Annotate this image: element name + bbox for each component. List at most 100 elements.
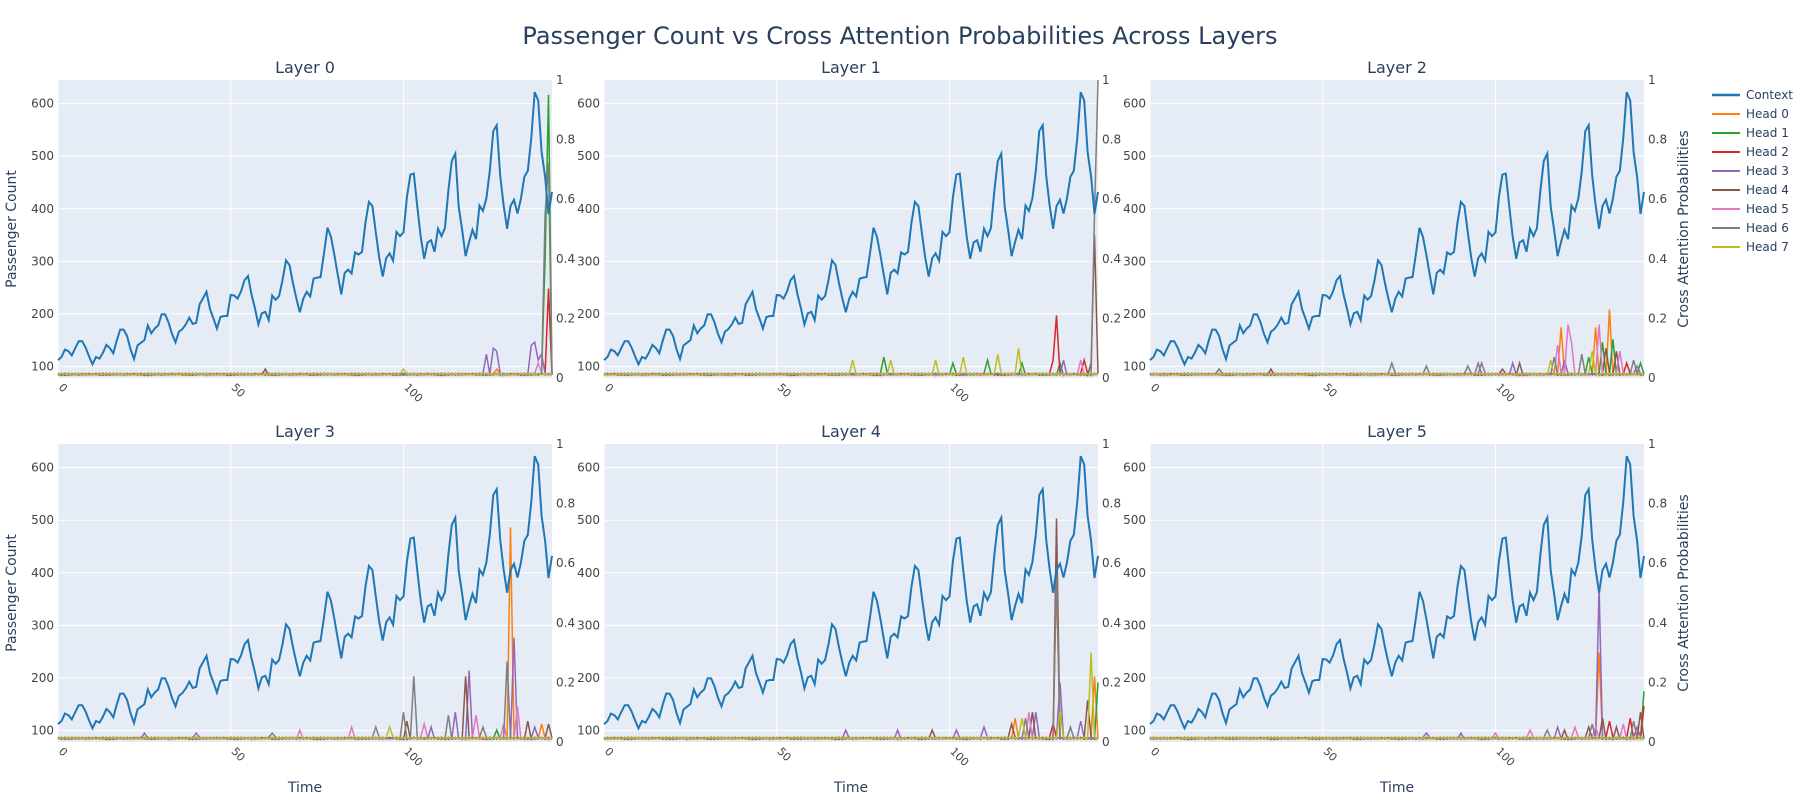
legend-label: Head 4 bbox=[1746, 183, 1789, 197]
y-left-tick-label: 300 bbox=[1123, 254, 1146, 268]
y-left-tick-label: 300 bbox=[1123, 618, 1146, 632]
legend-item[interactable]: Head 1 bbox=[1712, 126, 1789, 140]
chart-title: Passenger Count vs Cross Attention Proba… bbox=[522, 22, 1277, 50]
subplot-0: Layer 010020030040050060000.20.40.60.810… bbox=[4, 58, 575, 405]
y-right-axis-title: Cross Attention Probabilities bbox=[1676, 130, 1692, 327]
series-line-context bbox=[1149, 91, 1645, 367]
x-tick-label: 0 bbox=[602, 745, 616, 759]
y-right-tick-label: 0.8 bbox=[1648, 133, 1667, 147]
x-tick-label: 100 bbox=[1493, 745, 1517, 769]
y-right-tick-label: 0.8 bbox=[1102, 497, 1121, 511]
y-left-tick-label: 500 bbox=[1123, 513, 1146, 527]
y-right-tick-label: 0 bbox=[1648, 371, 1656, 385]
x-tick-label: 0 bbox=[56, 745, 70, 759]
y-left-tick-label: 600 bbox=[577, 461, 600, 475]
y-right-tick-label: 0 bbox=[1102, 735, 1110, 749]
series-line-context bbox=[603, 91, 1099, 367]
legend-item[interactable]: Head 6 bbox=[1712, 221, 1789, 235]
legend-item[interactable]: Head 7 bbox=[1712, 240, 1789, 254]
series-line-head-7 bbox=[603, 652, 1099, 741]
series-line-context bbox=[603, 455, 1099, 731]
x-tick-label: 100 bbox=[947, 745, 971, 769]
y-right-tick-label: 0 bbox=[1648, 735, 1656, 749]
x-tick-label: 100 bbox=[947, 381, 971, 405]
y-right-tick-label: 1 bbox=[556, 73, 564, 87]
x-axis-title: Time bbox=[1379, 780, 1414, 796]
y-right-tick-label: 0.4 bbox=[556, 252, 575, 266]
y-left-tick-label: 300 bbox=[577, 254, 600, 268]
series-line-head-7 bbox=[603, 348, 1099, 377]
x-tick-label: 0 bbox=[56, 381, 70, 395]
y-left-tick-label: 100 bbox=[1123, 723, 1146, 737]
y-left-tick-label: 400 bbox=[31, 566, 54, 580]
y-left-tick-label: 100 bbox=[31, 359, 54, 373]
legend-label: Head 2 bbox=[1746, 145, 1789, 159]
y-right-tick-label: 0 bbox=[556, 371, 564, 385]
legend-label: Head 5 bbox=[1746, 202, 1789, 216]
y-right-tick-label: 0 bbox=[556, 735, 564, 749]
y-right-tick-label: 1 bbox=[556, 437, 564, 451]
y-left-tick-label: 600 bbox=[577, 97, 600, 111]
legend-label: Context bbox=[1746, 88, 1793, 102]
legend-item[interactable]: Head 4 bbox=[1712, 183, 1789, 197]
y-left-tick-label: 600 bbox=[1123, 461, 1146, 475]
y-right-tick-label: 0.4 bbox=[1648, 252, 1667, 266]
y-right-tick-label: 0.6 bbox=[1102, 192, 1121, 206]
y-right-tick-label: 1 bbox=[1648, 73, 1656, 87]
y-left-tick-label: 100 bbox=[1123, 359, 1146, 373]
legend-label: Head 7 bbox=[1746, 240, 1789, 254]
y-left-axis-title: Passenger Count bbox=[4, 534, 20, 652]
x-tick-label: 100 bbox=[401, 745, 425, 769]
y-left-tick-label: 100 bbox=[31, 723, 54, 737]
x-tick-label: 50 bbox=[229, 381, 248, 400]
subplot-title: Layer 2 bbox=[1367, 58, 1427, 77]
y-left-tick-label: 200 bbox=[1123, 307, 1146, 321]
y-right-tick-label: 1 bbox=[1102, 437, 1110, 451]
subplot-2: Layer 210020030040050060000.20.40.60.810… bbox=[1123, 58, 1692, 405]
legend[interactable]: Context Head 0 Head 1 Head 2 Head 3 Head 4 Hea… bbox=[1712, 88, 1793, 254]
legend-item[interactable]: Head 3 bbox=[1712, 164, 1789, 178]
y-right-tick-label: 0.2 bbox=[1102, 675, 1121, 689]
y-right-tick-label: 0.2 bbox=[1648, 311, 1667, 325]
y-right-tick-label: 0.4 bbox=[556, 616, 575, 630]
x-axis-title: Time bbox=[833, 780, 868, 796]
legend-item[interactable]: Head 0 bbox=[1712, 107, 1789, 121]
series-line-head-7 bbox=[1149, 736, 1645, 741]
y-left-tick-label: 200 bbox=[577, 671, 600, 685]
y-right-tick-label: 0.6 bbox=[556, 192, 575, 206]
y-left-tick-label: 500 bbox=[577, 513, 600, 527]
legend-item[interactable]: Context bbox=[1712, 88, 1793, 102]
y-right-tick-label: 1 bbox=[1102, 73, 1110, 87]
y-left-tick-label: 400 bbox=[577, 202, 600, 216]
subplot-title: Layer 4 bbox=[821, 422, 881, 441]
x-tick-label: 50 bbox=[775, 381, 794, 400]
y-left-tick-label: 100 bbox=[577, 359, 600, 373]
subplot-1: Layer 110020030040050060000.20.40.60.810… bbox=[577, 58, 1121, 405]
subplot-4: Layer 410020030040050060000.20.40.60.810… bbox=[577, 422, 1121, 796]
x-tick-label: 0 bbox=[602, 381, 616, 395]
x-tick-label: 100 bbox=[1493, 381, 1517, 405]
y-right-tick-label: 0.6 bbox=[1648, 192, 1667, 206]
y-left-tick-label: 100 bbox=[577, 723, 600, 737]
y-right-tick-label: 0.2 bbox=[1648, 675, 1667, 689]
y-right-tick-label: 1 bbox=[1648, 437, 1656, 451]
legend-label: Head 3 bbox=[1746, 164, 1789, 178]
y-right-tick-label: 0.2 bbox=[1102, 311, 1121, 325]
y-left-tick-label: 300 bbox=[31, 618, 54, 632]
series-line-head-7 bbox=[57, 724, 553, 741]
legend-item[interactable]: Head 5 bbox=[1712, 202, 1789, 216]
y-left-tick-label: 400 bbox=[1123, 566, 1146, 580]
series-line-context bbox=[57, 455, 553, 731]
y-right-tick-label: 0.6 bbox=[1648, 556, 1667, 570]
legend-item[interactable]: Head 2 bbox=[1712, 145, 1789, 159]
series-line-context bbox=[57, 91, 553, 367]
y-left-tick-label: 300 bbox=[577, 618, 600, 632]
y-left-tick-label: 300 bbox=[31, 254, 54, 268]
y-right-tick-label: 0.4 bbox=[1102, 252, 1121, 266]
y-left-tick-label: 400 bbox=[577, 566, 600, 580]
subplot-5: Layer 510020030040050060000.20.40.60.810… bbox=[1123, 422, 1692, 796]
y-right-tick-label: 0.6 bbox=[556, 556, 575, 570]
y-left-axis-title: Passenger Count bbox=[4, 170, 20, 288]
x-tick-label: 0 bbox=[1148, 745, 1162, 759]
